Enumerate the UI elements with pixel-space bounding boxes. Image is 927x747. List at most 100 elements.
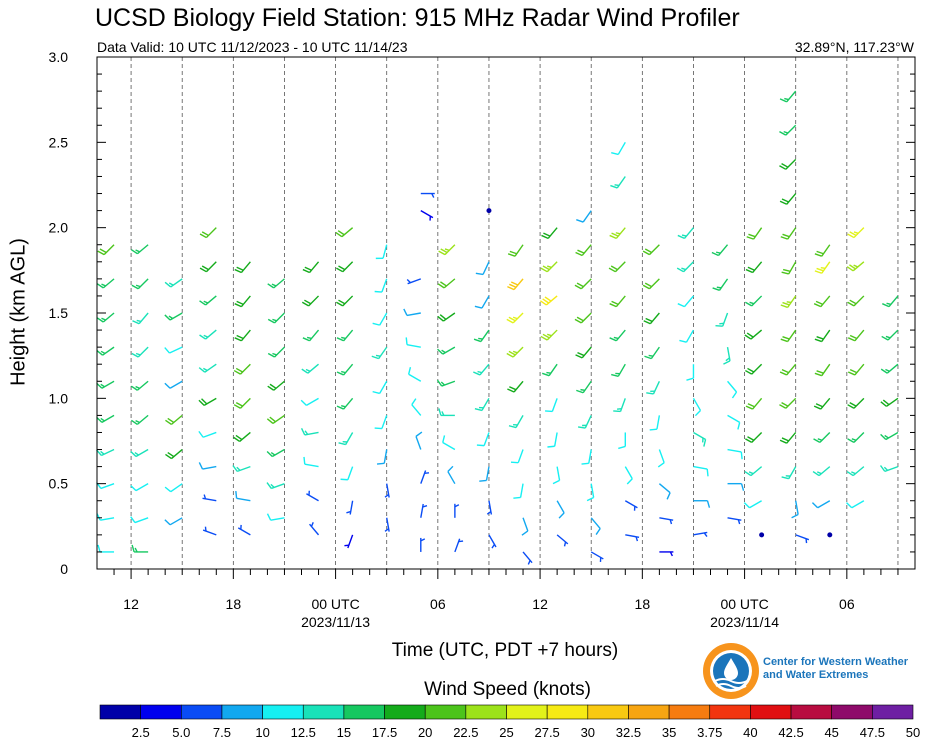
barb-feather	[337, 230, 345, 236]
barb-staff	[411, 404, 422, 416]
barb-feather	[135, 420, 140, 424]
barb-feather	[201, 265, 209, 271]
barb-feather	[547, 445, 555, 448]
barb-feather	[745, 268, 753, 274]
wind-barb	[506, 312, 524, 324]
barb-feather	[269, 383, 277, 389]
wind-barb	[437, 312, 456, 322]
barb-staff	[443, 312, 456, 322]
colorbar-label: 45	[824, 725, 838, 740]
barb-feather	[610, 265, 618, 271]
barb-feather	[266, 418, 274, 424]
barb-feather	[723, 360, 731, 365]
colorbar-label: 2.5	[132, 725, 150, 740]
barb-feather	[135, 385, 140, 389]
wind-barb	[96, 278, 115, 289]
wind-barb	[267, 346, 285, 358]
barb-feather	[847, 301, 855, 307]
colorbar-swatch	[872, 704, 914, 720]
colorbar: 2.5 5.0 7.5 10 12.5 15 17.5 20 22.5 25 27.5 30 32.5 3…	[99, 704, 920, 740]
barb-staff	[649, 312, 660, 325]
barb-feather	[577, 351, 585, 357]
colorbar-swatch	[140, 704, 182, 720]
valid-period: Data Valid: 10 UTC 11/12/2023 - 10 UTC 1…	[97, 39, 408, 55]
wind-barb	[575, 244, 592, 257]
barb-staff	[590, 551, 604, 560]
barb-feather	[411, 398, 417, 406]
wind-barb	[199, 261, 217, 273]
barb-feather	[782, 336, 790, 340]
barb-feather	[233, 369, 241, 375]
wind-barb	[233, 431, 251, 443]
barb-feather	[130, 385, 138, 391]
barb-feather	[574, 284, 582, 290]
barb-feather	[614, 184, 620, 187]
barb-feather	[786, 301, 792, 304]
wind-barb	[438, 408, 455, 417]
barb-feather	[447, 465, 454, 473]
barb-feather	[306, 336, 312, 340]
barb-feather	[236, 266, 244, 271]
colorbar-label: 35	[662, 725, 676, 740]
barb-feather	[626, 478, 633, 485]
barb-feather	[816, 370, 824, 374]
y-tick-label: 3.0	[49, 49, 69, 65]
barb-staff	[415, 436, 422, 450]
logo-line-1: Center for Western Weather	[763, 656, 909, 668]
barb-feather	[100, 450, 105, 455]
barb-feather	[130, 450, 137, 458]
wind-barb	[303, 456, 319, 468]
barb-staff	[304, 463, 319, 468]
barb-feather	[134, 451, 139, 456]
wind-barb	[507, 244, 524, 257]
wind-barb	[723, 347, 731, 365]
x-axis-label: Time (UTC, PDT +7 hours)	[391, 640, 619, 661]
barb-feather	[272, 318, 277, 322]
barb-feather	[509, 386, 517, 391]
barb-feather	[574, 318, 582, 324]
plot-frame	[96, 56, 916, 570]
barb-feather	[853, 231, 859, 234]
barb-feather	[341, 370, 346, 374]
barb-feather	[475, 272, 484, 276]
colorbar-title: Wind Speed (knots)	[424, 679, 591, 700]
barb-staff	[821, 329, 831, 342]
wind-barb	[486, 500, 493, 515]
barb-feather	[441, 411, 445, 416]
barb-staff	[547, 227, 558, 239]
wind-barb	[759, 532, 765, 538]
barb-feather	[610, 184, 618, 189]
wind-barb	[164, 346, 183, 354]
barb-feather	[747, 436, 755, 441]
barb-feather	[706, 500, 711, 508]
barb-feather	[677, 303, 685, 308]
barb-staff	[625, 534, 640, 538]
barb-feather	[745, 438, 753, 443]
barb-feather	[740, 483, 745, 491]
barb-staff	[271, 448, 285, 458]
barb-feather	[235, 367, 243, 373]
barb-feather	[486, 511, 492, 515]
wind-barb	[130, 516, 149, 524]
colorbar-label: 27.5	[534, 725, 559, 740]
wind-barb	[608, 261, 626, 273]
barb-feather	[716, 286, 722, 289]
barb-staff	[795, 500, 799, 515]
wind-barb	[309, 522, 320, 536]
barb-staff	[652, 380, 661, 395]
barb-feather	[508, 316, 516, 322]
barb-staff	[556, 466, 561, 481]
barb-staff	[727, 380, 738, 393]
barb-feather	[479, 479, 487, 482]
barb-feather	[749, 301, 755, 305]
barb-staff	[788, 466, 797, 480]
barb-staff	[750, 466, 763, 477]
wind-barb	[475, 261, 490, 276]
barb-staff	[349, 500, 354, 515]
barb-feather	[849, 369, 858, 374]
barb-staff	[551, 398, 558, 412]
barb-feather	[441, 349, 446, 354]
barb-feather	[302, 337, 310, 342]
barb-staff	[817, 500, 831, 509]
wind-barb	[590, 517, 601, 535]
